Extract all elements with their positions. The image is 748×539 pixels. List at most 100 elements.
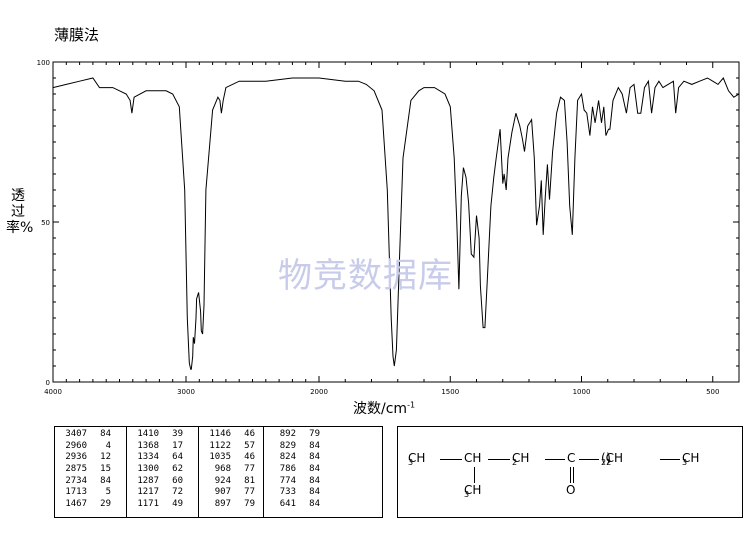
peak-transmittance: 12 [100, 452, 111, 463]
peak-transmittance: 79 [309, 429, 320, 439]
peak-transmittance: 17 [172, 440, 183, 451]
structure-formula: CH 3 CH CH 2 C (CH 2) 2 CH 3 CH 3 O [397, 426, 743, 518]
peak-transmittance: 4 [105, 440, 111, 451]
peak-transmittance: 15 [100, 464, 111, 475]
bond-4 [579, 459, 599, 460]
axis-ticks [52, 61, 740, 383]
peak-table-row: 829 84 [268, 441, 320, 453]
peak-wavenumber: 2936 [65, 452, 87, 463]
peak-table-row: 1713 5 [59, 487, 111, 499]
x-tick-label: 1000 [573, 388, 591, 396]
x-tick-label: 3000 [177, 388, 195, 396]
peak-transmittance: 84 [309, 440, 320, 451]
plot-frame [52, 61, 740, 383]
peak-transmittance: 29 [100, 499, 111, 510]
peak-wavenumber: 3407 [65, 429, 87, 439]
peak-wavenumber: 1217 [137, 487, 159, 498]
x-axis-label-exponent: -1 [407, 400, 416, 410]
x-tick-label: 1500 [441, 388, 459, 396]
peak-wavenumber: 774 [279, 475, 296, 486]
peak-transmittance: 84 [309, 464, 320, 475]
peak-table-row: 641 84 [268, 499, 320, 511]
bond-1 [440, 459, 462, 460]
peak-table-row: 2734 84 [59, 476, 111, 488]
peak-table-column: 3407 84 2960 4 2936 12 2875 15 2734 84 1713 5 1467 29 [59, 429, 111, 511]
peak-transmittance: 77 [244, 464, 255, 475]
peak-table-row: 1035 46 [203, 452, 255, 464]
formula-ch3-right: CH 3 [682, 451, 700, 467]
peak-transmittance: 60 [172, 475, 183, 486]
peak-table-row: 1287 60 [131, 476, 183, 488]
peak-table-separator [263, 427, 264, 517]
peak-transmittance: 84 [309, 475, 320, 486]
peak-transmittance: 84 [309, 487, 320, 498]
peak-table-row: 892 79 [268, 429, 320, 441]
peak-table-row: 897 79 [203, 499, 255, 511]
peak-transmittance: 39 [172, 429, 183, 439]
peak-table-row: 2960 4 [59, 441, 111, 453]
peak-transmittance: 46 [244, 429, 255, 439]
peak-table-column: 892 79 829 84 824 84 786 84 774 84 733 84 641 84 [268, 429, 320, 511]
peak-transmittance: 81 [244, 475, 255, 486]
peak-table-row: 1300 62 [131, 464, 183, 476]
peak-table-row: 1146 46 [203, 429, 255, 441]
peak-transmittance: 77 [244, 487, 255, 498]
peak-table-row: 1410 39 [131, 429, 183, 441]
method-label: 薄膜法 [54, 26, 100, 44]
formula-ch3-left: CH 3 [408, 451, 426, 467]
peak-wavenumber: 829 [279, 440, 296, 451]
branch-bond [474, 467, 475, 483]
peak-table-row: 1122 57 [203, 441, 255, 453]
peak-table-row: 924 81 [203, 476, 255, 488]
peak-transmittance: 62 [172, 464, 183, 475]
peak-transmittance: 5 [105, 487, 111, 498]
peak-wavenumber: 897 [214, 499, 231, 510]
peak-table-row: 2936 12 [59, 452, 111, 464]
peak-wavenumber: 1171 [137, 499, 159, 510]
spectrum-line [52, 77, 740, 370]
carbonyl-double-bond-b [573, 467, 574, 483]
peak-wavenumber: 1410 [137, 429, 159, 439]
peak-transmittance: 79 [244, 499, 255, 510]
y-axis-label: 透过率% [6, 188, 34, 236]
peak-wavenumber: 968 [214, 464, 231, 475]
peak-wavenumber: 1035 [209, 452, 231, 463]
x-tick-label: 4000 [44, 388, 62, 396]
formula-ch2-group: (CH 2) 2 [601, 451, 624, 467]
x-axis-label-text: 波数/cm [353, 401, 408, 417]
peak-wavenumber: 824 [279, 452, 296, 463]
peak-table-column: 1410 39 1368 17 1334 64 1300 62 1287 60 1217 72 1171… [131, 429, 183, 511]
peak-wavenumber: 1334 [137, 452, 159, 463]
peak-table: 3407 84 2960 4 2936 12 2875 15 2734 84 1713 5 1467 29… [54, 426, 383, 518]
peak-wavenumber: 2875 [65, 464, 87, 475]
peak-wavenumber: 892 [279, 429, 296, 439]
x-tick-label: 2000 [310, 388, 328, 396]
peak-transmittance: 46 [244, 452, 255, 463]
formula-ch2: CH 2 [512, 451, 530, 467]
peak-wavenumber: 1467 [65, 499, 87, 510]
peak-wavenumber: 907 [214, 487, 231, 498]
peak-transmittance: 84 [309, 452, 320, 463]
peak-table-separator [198, 427, 199, 517]
x-tick-label: 500 [706, 388, 719, 396]
peak-transmittance: 72 [172, 487, 183, 498]
peak-wavenumber: 1300 [137, 464, 159, 475]
peak-wavenumber: 1368 [137, 440, 159, 451]
peak-table-row: 1217 72 [131, 487, 183, 499]
peak-wavenumber: 2734 [65, 475, 87, 486]
bond-2 [488, 459, 510, 460]
peak-table-row: 1334 64 [131, 452, 183, 464]
formula-ch3-branch: CH 3 [464, 483, 482, 499]
peak-wavenumber: 924 [214, 475, 231, 486]
peak-table-row: 774 84 [268, 476, 320, 488]
y-tick-label: 100 [37, 59, 50, 67]
peak-table-row: 1467 29 [59, 499, 111, 511]
peak-transmittance: 64 [172, 452, 183, 463]
bond-5 [660, 459, 680, 460]
peak-transmittance: 57 [244, 440, 255, 451]
peak-wavenumber: 1122 [209, 440, 231, 451]
y-tick-label: 50 [41, 219, 50, 227]
peak-transmittance: 84 [100, 429, 111, 439]
